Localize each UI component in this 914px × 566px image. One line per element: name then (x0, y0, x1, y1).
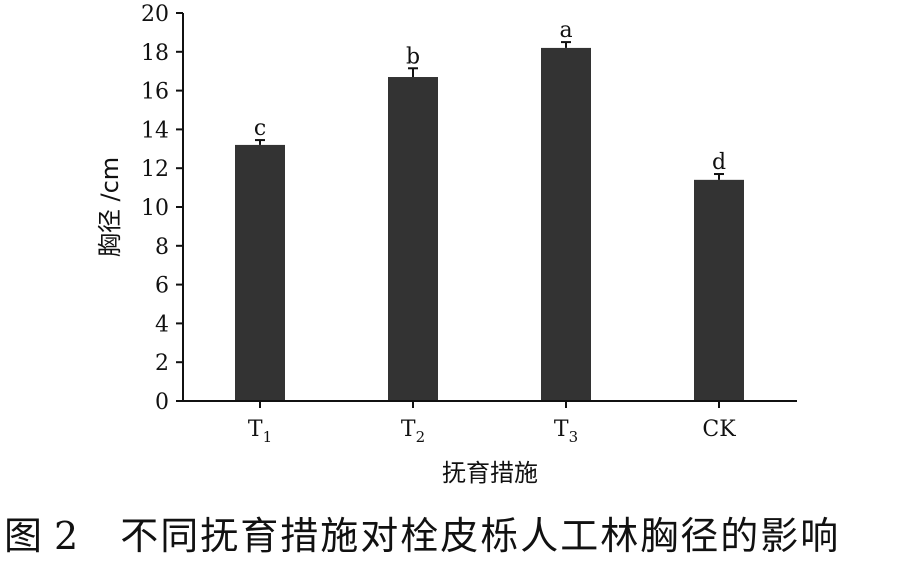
significance-label: d (712, 150, 726, 175)
figure-caption: 图 2 不同抚育措施对栓皮栎人工林胸径的影响 (0, 505, 914, 560)
x-tick-label: CK (702, 417, 736, 442)
x-axis-title: 抚育措施 (442, 459, 538, 487)
y-tick-label: 10 (141, 196, 169, 221)
bar (694, 179, 744, 401)
bar (388, 77, 438, 402)
y-axis-ticks: 0 2 4 6 8 10 12 14 16 18 20 (141, 2, 183, 415)
significance-label: b (406, 44, 420, 69)
bar (541, 47, 591, 402)
y-tick-label: 14 (141, 118, 169, 143)
y-tick-label: 16 (141, 80, 169, 105)
x-tick-label: T2 (401, 417, 425, 446)
y-tick-label: 0 (155, 390, 169, 415)
x-tick-label-base: T (401, 417, 416, 442)
y-tick-label: 20 (141, 2, 169, 27)
x-axis-ticks: T1 T2 T3 CK (248, 401, 736, 446)
bar (235, 144, 285, 402)
y-tick-label: 18 (141, 41, 169, 66)
y-axis-title: 胸径 /cm (96, 157, 124, 257)
figure-number: 2 (54, 514, 81, 558)
error-bars-group (255, 41, 724, 180)
y-tick-label: 4 (155, 312, 169, 337)
x-tick-label: T3 (554, 417, 578, 446)
y-tick-label: 6 (155, 274, 169, 299)
y-tick-label: 8 (155, 235, 169, 260)
y-tick-label: 2 (155, 351, 169, 376)
y-tick-label: 12 (141, 157, 169, 182)
x-tick-label-base: CK (702, 417, 736, 442)
significance-label: c (254, 116, 266, 141)
x-tick-label-subscript: 1 (263, 428, 273, 446)
x-tick-label-base: T (554, 417, 569, 442)
x-tick-label-subscript: 2 (416, 428, 426, 446)
significance-labels-group: c b a d (254, 18, 726, 175)
x-tick-label: T1 (248, 417, 272, 446)
figure-label: 图 (4, 514, 45, 558)
bars-group (235, 47, 744, 402)
figure-title: 不同抚育措施对栓皮栎人工林胸径的影响 (120, 514, 841, 558)
significance-label: a (559, 18, 572, 43)
x-tick-label-base: T (248, 417, 263, 442)
x-tick-label-subscript: 3 (569, 428, 579, 446)
